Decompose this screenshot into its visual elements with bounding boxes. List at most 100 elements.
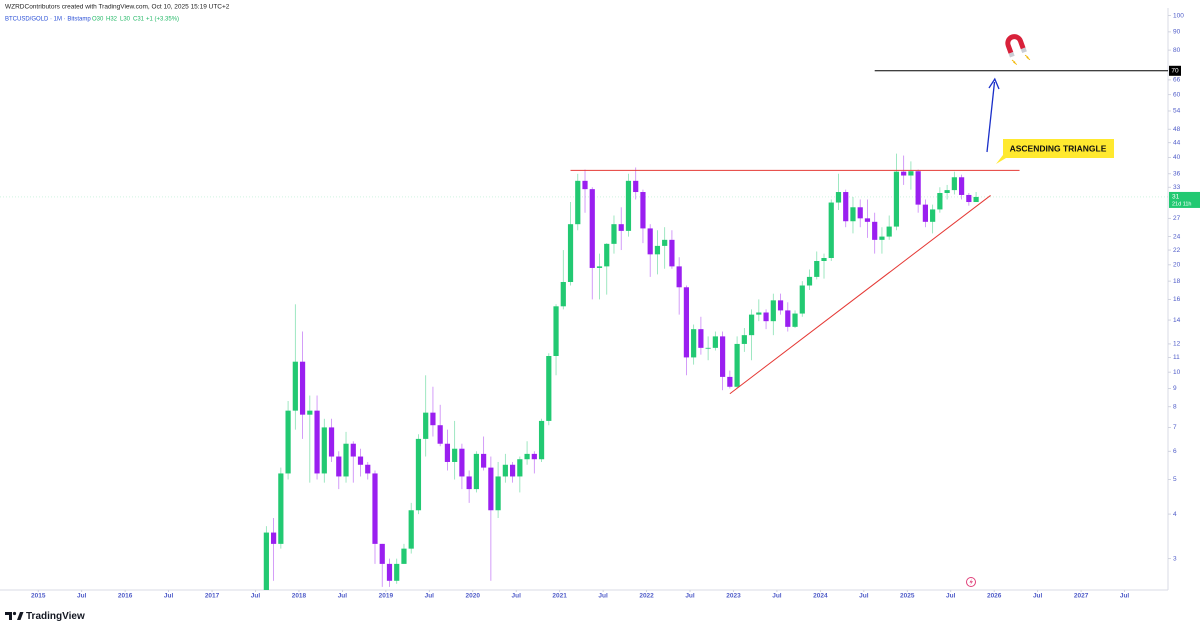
candle-body <box>299 361 306 415</box>
candle-body <box>828 202 834 259</box>
candle-body <box>835 192 842 203</box>
candle-body <box>640 192 646 229</box>
candle-body <box>567 224 574 282</box>
candle-body <box>748 314 755 336</box>
y-tick-label: 22 <box>1173 247 1181 254</box>
candle-body <box>625 180 632 231</box>
candle-body <box>843 192 849 222</box>
candle-body <box>604 243 610 267</box>
candle-body <box>423 412 429 439</box>
candle-body <box>879 236 885 240</box>
candle-body <box>850 207 856 222</box>
candle-body <box>285 410 291 474</box>
y-tick-label: 18 <box>1173 278 1181 285</box>
x-tick-label: Jul <box>425 593 435 600</box>
candle-body <box>466 476 472 490</box>
candle-body <box>473 453 479 490</box>
candle-body <box>777 300 784 311</box>
y-tick-label: 12 <box>1173 341 1181 348</box>
candle-body <box>799 285 805 314</box>
candle-body <box>785 310 791 327</box>
x-tick-label: 2026 <box>987 593 1002 600</box>
candle-body <box>509 464 516 477</box>
legend-open: O30 <box>92 17 104 23</box>
y-tick-label: 3 <box>1173 555 1177 562</box>
candle-body <box>263 532 269 590</box>
candle-body <box>806 276 813 286</box>
y-tick-label: 14 <box>1173 317 1181 324</box>
x-tick-label: 2016 <box>118 593 133 600</box>
candle-body <box>676 266 682 288</box>
x-tick-label: 2025 <box>900 593 915 600</box>
candle-body <box>415 438 422 511</box>
x-tick-label: 2018 <box>292 593 307 600</box>
candle-body <box>560 281 566 307</box>
footer-brand: TradingView <box>26 611 85 622</box>
y-tick-label: 66 <box>1173 77 1181 84</box>
candle-body <box>430 412 436 426</box>
candle-body <box>763 312 769 322</box>
y-tick-label: 54 <box>1173 108 1181 115</box>
candle-body <box>394 563 400 581</box>
candle-body <box>575 180 581 225</box>
plot-area <box>0 70 1168 590</box>
candle-body <box>278 473 284 544</box>
candle-body <box>314 410 320 474</box>
x-tick-label: 2015 <box>31 593 46 600</box>
y-tick-label: 90 <box>1173 29 1181 36</box>
candle-body <box>705 347 711 349</box>
candle-body <box>857 207 863 219</box>
candle-body <box>553 306 559 357</box>
candle-body <box>372 473 378 544</box>
candle-body <box>691 329 697 358</box>
callout-text: ASCENDING TRIANGLE <box>1010 143 1107 153</box>
x-tick-label: 2020 <box>466 593 481 600</box>
y-tick-label: 27 <box>1173 215 1181 222</box>
candle-body <box>379 543 385 564</box>
candle-body <box>770 300 776 322</box>
candle-body <box>908 171 914 176</box>
x-tick-label: 2024 <box>813 593 828 600</box>
candle-body <box>271 532 277 544</box>
footer-logo: TradingView <box>5 611 85 622</box>
y-tick-label: 10 <box>1173 369 1181 376</box>
candle-body <box>546 356 552 421</box>
candle-body <box>792 313 798 327</box>
candle-body <box>821 258 827 261</box>
trendline <box>729 195 991 395</box>
y-tick-label: 60 <box>1173 91 1181 98</box>
y-tick-label: 48 <box>1173 126 1181 133</box>
candle-body <box>814 260 820 277</box>
y-tick-label: 11 <box>1173 354 1180 361</box>
candle-body <box>408 510 414 549</box>
candle-body <box>937 192 943 210</box>
x-tick-label: 2027 <box>1074 593 1089 600</box>
candle-body <box>582 180 588 190</box>
candle-body <box>365 464 371 474</box>
candle-body <box>495 476 501 511</box>
candle-body <box>930 209 936 222</box>
candle-body <box>951 177 957 191</box>
x-tick-label: Jul <box>164 593 174 600</box>
y-tick-label: 36 <box>1173 171 1181 178</box>
candle-body <box>720 336 726 377</box>
x-tick-label: 2017 <box>205 593 220 600</box>
candle-body <box>662 239 668 246</box>
candle-body <box>292 361 298 411</box>
candle-body <box>727 376 733 387</box>
candle-body <box>386 563 393 581</box>
candle-body <box>966 194 972 203</box>
price-label: 70 <box>1171 68 1179 75</box>
candle-body <box>307 410 313 415</box>
candle-body <box>488 467 494 511</box>
x-tick-label: Jul <box>685 593 695 600</box>
candle-body <box>401 548 407 564</box>
candle-body <box>502 464 508 477</box>
legend-symbol: BTCUSD/GOLD · 1M · Bitstamp <box>5 17 91 23</box>
x-tick-label: Jul <box>1120 593 1130 600</box>
candle-body <box>343 443 349 477</box>
candle-body <box>922 204 928 222</box>
candle-body <box>886 226 892 237</box>
candle-body <box>872 221 878 240</box>
